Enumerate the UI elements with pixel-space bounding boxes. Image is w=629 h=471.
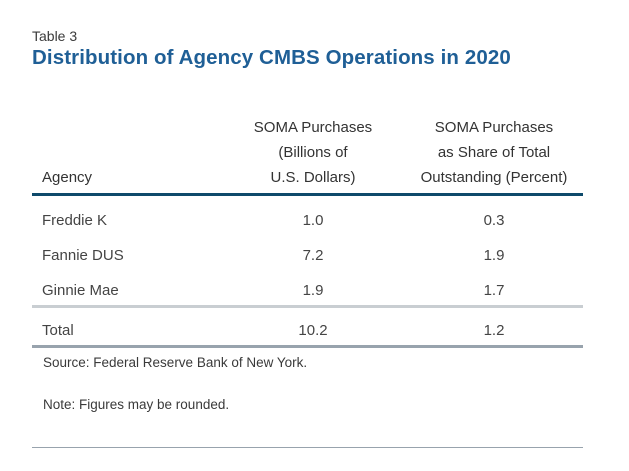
total-purchases: 10.2 <box>298 322 328 339</box>
header-share-line-2: as Share of Total <box>437 144 551 161</box>
total-share: 1.2 <box>483 322 505 339</box>
cell-share: 1.9 <box>483 247 505 264</box>
cell-share: 1.7 <box>483 282 505 299</box>
header-soma-purchases-line-1: SOMA Purchases <box>253 119 373 136</box>
table-row: Ginnie Mae 1.9 1.7 <box>32 278 583 304</box>
cell-agency: Fannie DUS <box>42 247 124 264</box>
cell-agency: Ginnie Mae <box>42 282 119 299</box>
table-number-label: Table 3 <box>32 28 78 44</box>
cell-agency: Freddie K <box>42 212 108 229</box>
cell-purchases: 7.2 <box>302 247 324 264</box>
table-bottom-rule <box>32 345 583 348</box>
table-header: Agency SOMA Purchases (Billions of U.S. … <box>32 116 583 192</box>
total-label: Total <box>42 322 74 339</box>
header-soma-purchases: SOMA Purchases (Billions of U.S. Dollars… <box>241 115 385 190</box>
header-share-of-total: SOMA Purchases as Share of Total Outstan… <box>405 115 583 190</box>
cell-share: 0.3 <box>483 212 505 229</box>
cell-purchases: 1.0 <box>302 212 324 229</box>
header-share-line-3: Outstanding (Percent) <box>420 169 568 186</box>
header-divider <box>32 193 583 196</box>
footnote: Note: Figures may be rounded. <box>43 397 230 412</box>
header-share-line-1: SOMA Purchases <box>434 119 554 136</box>
header-agency: Agency <box>42 169 93 186</box>
table-row: Freddie K 1.0 0.3 <box>32 208 583 234</box>
total-row: Total 10.2 1.2 <box>32 318 583 344</box>
table-title: Distribution of Agency CMBS Operations i… <box>32 46 511 69</box>
header-soma-purchases-line-3: U.S. Dollars) <box>270 169 356 186</box>
table-row: Fannie DUS 7.2 1.9 <box>32 243 583 269</box>
cell-purchases: 1.9 <box>302 282 324 299</box>
source-note: Source: Federal Reserve Bank of New York… <box>43 355 308 370</box>
header-soma-purchases-line-2: (Billions of <box>278 144 348 161</box>
total-divider <box>32 305 583 308</box>
footer-divider <box>32 447 583 448</box>
